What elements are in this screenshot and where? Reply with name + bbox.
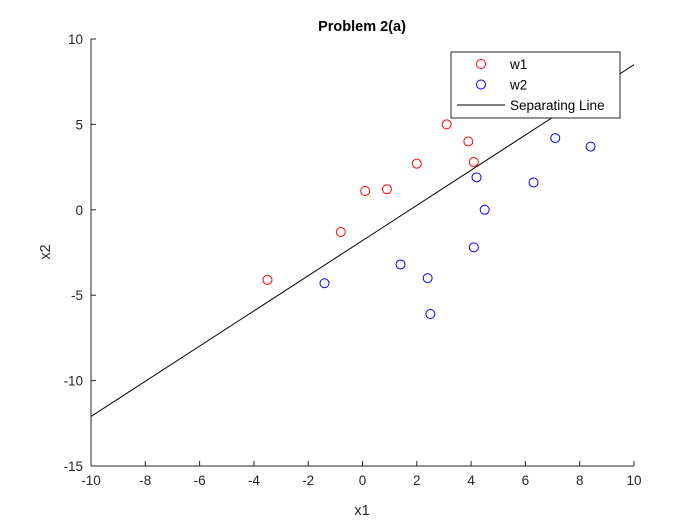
point-w1 xyxy=(335,227,346,238)
legend: w1 w2 Separating Line xyxy=(450,51,621,119)
point-w1 xyxy=(463,136,474,147)
y-tick-label: -15 xyxy=(63,459,83,474)
x-tick-label: -2 xyxy=(302,473,314,488)
point-w1 xyxy=(411,158,422,169)
point-w1 xyxy=(262,274,273,285)
series-layer xyxy=(91,64,634,417)
legend-swatch-w1 xyxy=(476,59,486,69)
legend-swatch-w2 xyxy=(476,79,486,90)
point-w2 xyxy=(479,204,490,215)
legend-label-w1: w1 xyxy=(509,57,527,72)
point-w2 xyxy=(528,177,539,188)
separating-line xyxy=(91,64,634,417)
legend-label-separating-line: Separating Line xyxy=(510,98,605,113)
y-tick-label: 5 xyxy=(75,117,83,132)
point-w1 xyxy=(468,156,479,167)
x-axis-label: x1 xyxy=(354,503,369,519)
point-w2 xyxy=(468,242,479,253)
point-w2 xyxy=(585,141,596,152)
point-w2 xyxy=(425,308,436,319)
point-w1 xyxy=(381,184,392,195)
x-tick-label: -4 xyxy=(248,473,260,488)
legend-label-w2: w2 xyxy=(509,78,527,93)
point-w2 xyxy=(319,278,330,289)
point-w2 xyxy=(471,172,482,183)
y-tick-label: -10 xyxy=(63,374,83,389)
x-tick-label: 6 xyxy=(522,473,530,488)
point-w2 xyxy=(550,133,561,144)
point-w2 xyxy=(395,259,406,270)
x-tick-label: 10 xyxy=(626,473,641,488)
x-tick-label: 4 xyxy=(467,473,475,488)
x-tick-label: -8 xyxy=(139,473,151,488)
point-w2 xyxy=(422,273,433,284)
x-tick-label: 2 xyxy=(413,473,421,488)
x-tick-label: -10 xyxy=(81,473,101,488)
x-tick-label: -6 xyxy=(194,473,206,488)
y-tick-label: 10 xyxy=(68,32,83,47)
chart-title: Problem 2(a) xyxy=(318,19,406,35)
x-tick-label: 8 xyxy=(576,473,584,488)
x-tick-label: 0 xyxy=(359,473,367,488)
y-tick-label: -5 xyxy=(71,288,83,303)
point-w1 xyxy=(441,119,452,130)
point-w1 xyxy=(360,186,371,197)
legend-box xyxy=(450,51,621,119)
y-tick-label: 0 xyxy=(75,203,83,218)
y-axis-label: x2 xyxy=(38,244,54,259)
